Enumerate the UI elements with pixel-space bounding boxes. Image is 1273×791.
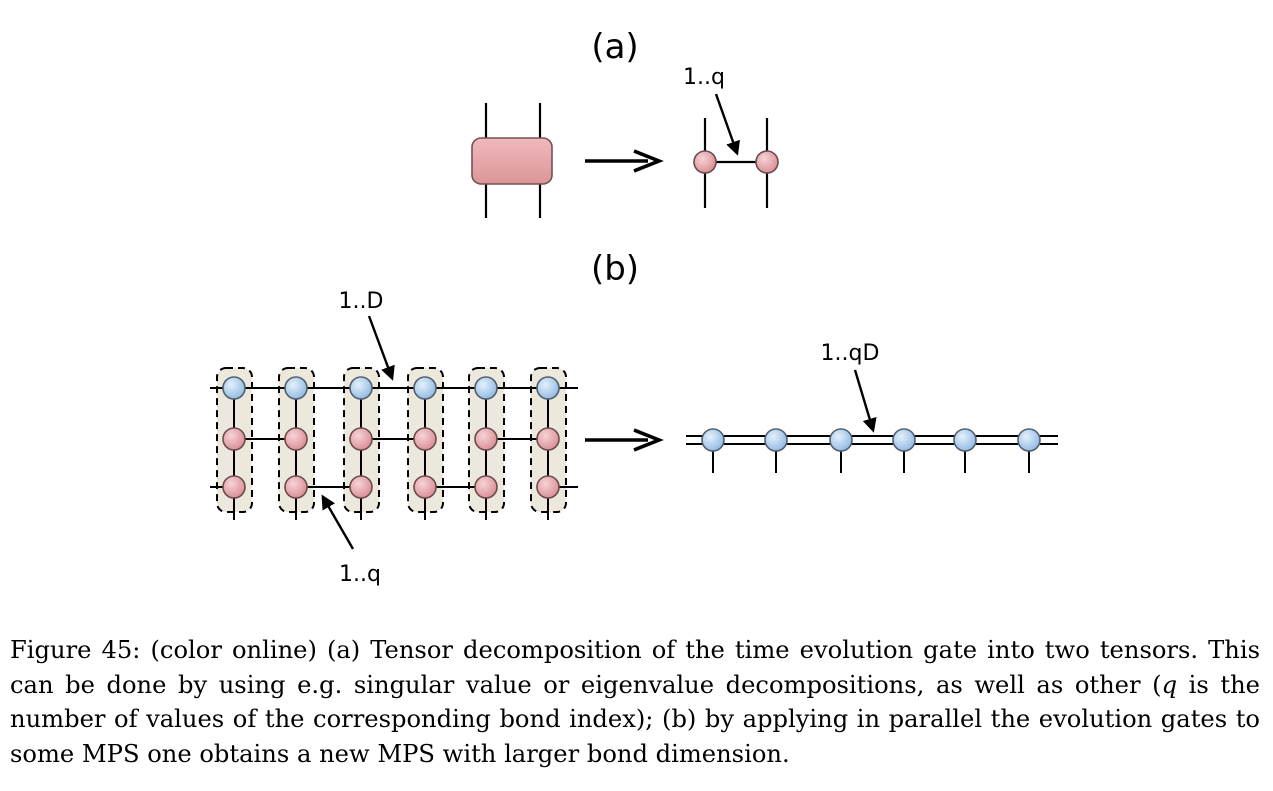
- pink-node: [474, 427, 498, 451]
- caption-text-1: (color online) (a) Tensor decomposition …: [10, 636, 1260, 699]
- bond-pointer-gate: [321, 494, 355, 550]
- decomposition-arrow-b: [585, 428, 664, 452]
- gate-tensor: [471, 103, 553, 218]
- bond-pointer-new: [853, 369, 877, 433]
- blue-node: [222, 376, 246, 400]
- pink-node: [284, 427, 308, 451]
- bond-label-gate: 1..q: [339, 562, 381, 587]
- figure-diagram: (a) 1..q (b): [210, 27, 1058, 587]
- blue-node: [474, 376, 498, 400]
- result-mps: [686, 428, 1058, 473]
- panel-a-label: (a): [591, 27, 638, 67]
- two-tensor-decomposition: [693, 118, 779, 208]
- pink-node: [413, 475, 437, 499]
- pink-node: [755, 150, 779, 174]
- pink-node: [536, 427, 560, 451]
- pink-node: [349, 475, 373, 499]
- blue-node: [829, 428, 853, 452]
- pink-node: [536, 475, 560, 499]
- blue-node: [764, 428, 788, 452]
- blue-node: [349, 376, 373, 400]
- pink-node: [413, 427, 437, 451]
- blue-node: [892, 428, 916, 452]
- blue-node: [413, 376, 437, 400]
- decomposition-arrow-a: [585, 149, 664, 173]
- pink-node: [222, 475, 246, 499]
- bond-label-new: 1..qD: [821, 341, 880, 366]
- caption-text-2: is the number of values of the correspon…: [10, 670, 1260, 768]
- bond-pointer-mps: [367, 315, 395, 381]
- caption-variable-q: q: [1161, 670, 1178, 699]
- pink-node: [222, 427, 246, 451]
- gate-nodes: [222, 427, 560, 499]
- caption-label: Figure 45:: [10, 636, 141, 664]
- mps-network-lines: [210, 387, 578, 520]
- blue-node: [953, 428, 977, 452]
- figure-caption: Figure 45: (color online) (a) Tensor dec…: [10, 633, 1260, 771]
- mps-nodes: [222, 376, 560, 400]
- blue-node: [284, 376, 308, 400]
- blue-node: [701, 428, 725, 452]
- pink-node: [693, 150, 717, 174]
- pink-node: [284, 475, 308, 499]
- pink-node: [349, 427, 373, 451]
- bond-pointer-a: [714, 93, 740, 156]
- bond-label-mps: 1..D: [339, 289, 384, 314]
- blue-node: [1017, 428, 1041, 452]
- pink-node: [474, 475, 498, 499]
- bond-label-a: 1..q: [683, 65, 725, 90]
- panel-b-label: (b): [591, 249, 639, 289]
- blue-node: [536, 376, 560, 400]
